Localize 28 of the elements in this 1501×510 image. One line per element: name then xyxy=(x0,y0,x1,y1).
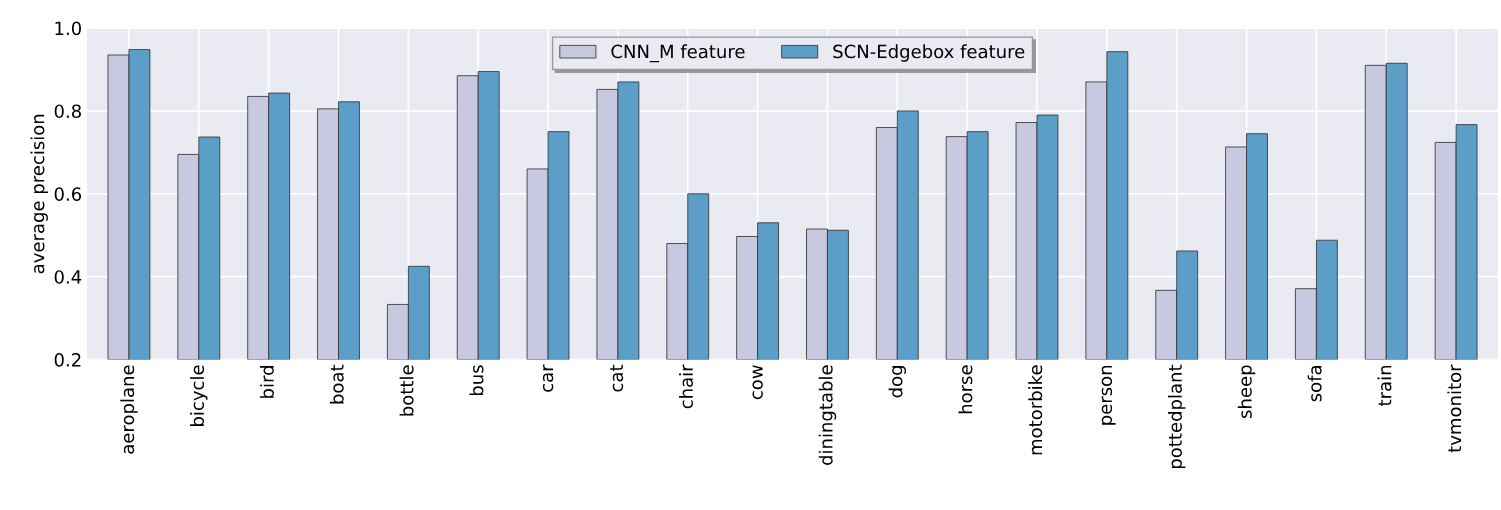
legend-label: SCN-Edgebox feature xyxy=(833,44,1025,62)
x-tick-label: aeroplane xyxy=(120,365,138,454)
x-tick-label: diningtable xyxy=(818,365,837,465)
x-tick-label: motorbike xyxy=(1028,365,1043,455)
y-tick-label: 0.8 xyxy=(54,104,81,119)
x-tick-label: train xyxy=(1377,365,1392,406)
x-tick-label: car xyxy=(542,364,554,392)
x-tick-label: cow xyxy=(752,365,763,400)
y-tick-label: 0.4 xyxy=(54,270,82,284)
x-tick-label: bird xyxy=(259,366,274,398)
x-tick-label: dog xyxy=(888,366,907,398)
x-tick-label: cat xyxy=(610,364,624,392)
x-tick-label: boat xyxy=(329,364,344,404)
x-tick-label: pottedplant xyxy=(1167,364,1186,469)
x-tick-label: sofa xyxy=(1307,366,1322,402)
y-tick-label: 0.2 xyxy=(54,353,81,367)
y-tick-label: 1.0 xyxy=(55,21,81,36)
x-tick-label: person xyxy=(1101,365,1116,425)
legend-label: CNN_M feature xyxy=(611,44,745,63)
x-tick-label: horse xyxy=(958,365,973,414)
x-tick-label: chair xyxy=(679,364,693,409)
y-axis-title: average precision xyxy=(30,114,48,274)
x-tick-label: bus xyxy=(469,365,484,396)
x-tick-label: bottle xyxy=(399,365,414,416)
y-tick-label: 0.6 xyxy=(54,187,82,201)
x-tick-label: bicycle xyxy=(190,365,208,426)
x-tick-label: tvmonitor xyxy=(1447,364,1462,453)
x-tick-label: sheep xyxy=(1237,365,1256,418)
